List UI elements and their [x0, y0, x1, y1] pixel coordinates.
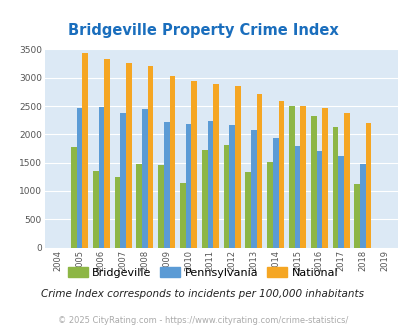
Bar: [158, 165, 164, 248]
Bar: [82, 53, 88, 248]
Bar: [185, 124, 191, 248]
Bar: [169, 76, 175, 248]
Bar: [322, 108, 327, 248]
Bar: [272, 138, 278, 248]
Bar: [98, 108, 104, 248]
Bar: [77, 108, 82, 248]
Bar: [71, 147, 77, 248]
Bar: [191, 81, 196, 248]
Bar: [142, 110, 147, 248]
Bar: [359, 164, 365, 248]
Bar: [332, 127, 337, 248]
Bar: [147, 66, 153, 248]
Bar: [266, 161, 272, 248]
Bar: [256, 94, 262, 248]
Bar: [354, 184, 359, 248]
Bar: [278, 101, 284, 248]
Bar: [294, 146, 300, 248]
Bar: [365, 123, 371, 248]
Bar: [343, 113, 349, 248]
Bar: [126, 62, 131, 248]
Bar: [93, 171, 98, 248]
Bar: [104, 58, 110, 247]
Bar: [223, 145, 229, 248]
Bar: [213, 84, 218, 248]
Bar: [251, 130, 256, 248]
Bar: [229, 125, 234, 248]
Bar: [201, 150, 207, 248]
Bar: [180, 183, 185, 248]
Legend: Bridgeville, Pennsylvania, National: Bridgeville, Pennsylvania, National: [63, 263, 342, 282]
Bar: [245, 172, 251, 248]
Bar: [288, 106, 294, 248]
Bar: [316, 151, 322, 248]
Bar: [234, 86, 240, 248]
Bar: [120, 114, 126, 248]
Text: Bridgeville Property Crime Index: Bridgeville Property Crime Index: [68, 23, 337, 38]
Bar: [136, 164, 142, 248]
Text: Crime Index corresponds to incidents per 100,000 inhabitants: Crime Index corresponds to incidents per…: [41, 289, 364, 299]
Text: © 2025 CityRating.com - https://www.cityrating.com/crime-statistics/: © 2025 CityRating.com - https://www.city…: [58, 315, 347, 325]
Bar: [300, 106, 305, 248]
Bar: [310, 116, 316, 248]
Bar: [337, 156, 343, 248]
Bar: [164, 122, 169, 248]
Bar: [207, 121, 213, 248]
Bar: [114, 177, 120, 248]
